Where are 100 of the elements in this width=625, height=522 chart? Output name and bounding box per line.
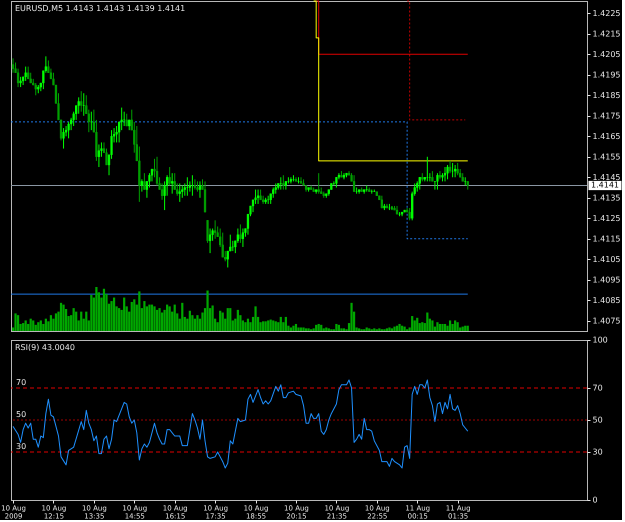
y-tick-label: 100 bbox=[592, 336, 608, 344]
candlestick bbox=[80, 90, 82, 112]
bar bbox=[24, 320, 27, 331]
candlestick bbox=[19, 76, 22, 88]
bar bbox=[110, 301, 113, 331]
candlestick bbox=[282, 174, 284, 190]
bar bbox=[416, 318, 418, 331]
bar bbox=[272, 320, 274, 331]
bar bbox=[366, 327, 368, 331]
candlestick bbox=[30, 72, 32, 84]
bar bbox=[143, 301, 146, 331]
bar bbox=[75, 312, 78, 331]
candlestick bbox=[272, 187, 274, 198]
y-tick-label: 1.4105 bbox=[592, 254, 620, 264]
candlestick bbox=[168, 166, 171, 186]
bar bbox=[95, 287, 98, 331]
bar bbox=[300, 327, 302, 331]
y-tick-label: 1.4115 bbox=[592, 234, 620, 244]
bar bbox=[153, 306, 156, 331]
candlestick bbox=[140, 178, 144, 192]
bar bbox=[396, 326, 398, 331]
bar bbox=[219, 310, 222, 331]
candlestick bbox=[416, 180, 418, 192]
candlestick bbox=[318, 172, 320, 194]
bar bbox=[72, 308, 75, 331]
candlestick bbox=[12, 58, 14, 74]
bar bbox=[452, 324, 454, 331]
bar bbox=[54, 313, 58, 331]
bar bbox=[168, 306, 171, 331]
bar bbox=[212, 305, 214, 331]
chart-title: EURUSD,M5 1.4143 1.4143 1.4139 1.4141 bbox=[15, 4, 186, 13]
candlestick bbox=[222, 232, 224, 258]
candlestick bbox=[408, 208, 411, 221]
candlestick bbox=[34, 82, 37, 96]
y-tick-label: 1.4095 bbox=[592, 275, 620, 284]
candlestick bbox=[454, 164, 456, 178]
bar bbox=[284, 316, 287, 331]
ref-line-label: 1.4141 bbox=[591, 180, 619, 190]
candlestick bbox=[27, 66, 30, 80]
bar bbox=[280, 316, 282, 331]
candlestick bbox=[160, 182, 164, 200]
bar bbox=[267, 320, 270, 331]
bar bbox=[302, 327, 305, 331]
bar bbox=[130, 302, 133, 331]
bar bbox=[246, 318, 250, 331]
candlestick bbox=[242, 228, 244, 248]
candlestick bbox=[171, 172, 174, 194]
bar bbox=[102, 288, 106, 331]
candlestick bbox=[62, 128, 65, 150]
y-tick-label: 1.4135 bbox=[592, 193, 620, 202]
bar bbox=[222, 312, 224, 331]
candlestick bbox=[181, 184, 184, 198]
bar bbox=[138, 291, 140, 331]
candlestick bbox=[198, 180, 202, 198]
bar bbox=[436, 322, 439, 331]
bar bbox=[464, 326, 466, 331]
bar bbox=[414, 320, 416, 331]
bar bbox=[133, 299, 136, 331]
bar bbox=[112, 298, 116, 331]
candlestick bbox=[259, 189, 262, 200]
candlestick bbox=[98, 144, 100, 168]
bar bbox=[156, 310, 158, 331]
bar bbox=[196, 315, 199, 331]
candlestick bbox=[88, 109, 90, 133]
candlestick bbox=[176, 182, 178, 196]
y-tick-label: 1.4165 bbox=[592, 132, 620, 141]
y-tick-label: 1.4155 bbox=[592, 152, 620, 162]
y-tick-label: 1.4205 bbox=[592, 50, 620, 59]
bar bbox=[22, 323, 24, 331]
bar bbox=[290, 327, 292, 331]
candlestick bbox=[214, 220, 216, 240]
bar bbox=[441, 324, 444, 331]
candlestick bbox=[226, 250, 229, 268]
bar bbox=[454, 320, 456, 331]
bar bbox=[50, 315, 52, 331]
y-tick-label: 50 bbox=[592, 416, 603, 424]
y-tick-label: 0 bbox=[592, 496, 598, 504]
bar bbox=[264, 321, 267, 331]
candlestick bbox=[418, 176, 421, 190]
ref-line-label: 70 bbox=[16, 378, 26, 387]
bar bbox=[80, 312, 82, 331]
candlestick bbox=[128, 119, 130, 131]
bar bbox=[62, 304, 65, 331]
bar bbox=[328, 328, 330, 331]
bar bbox=[421, 322, 424, 331]
bar bbox=[32, 320, 34, 331]
bar bbox=[30, 318, 32, 331]
candlestick bbox=[126, 113, 128, 127]
bar bbox=[90, 294, 92, 331]
bar bbox=[466, 326, 469, 331]
y-tick-label: 1.4145 bbox=[592, 172, 620, 182]
bar bbox=[297, 327, 300, 331]
bar bbox=[236, 310, 239, 331]
candlestick bbox=[239, 224, 242, 244]
bar bbox=[16, 315, 20, 331]
bar bbox=[294, 324, 298, 331]
line-series bbox=[12, 380, 468, 468]
bar bbox=[378, 328, 380, 331]
bar bbox=[40, 320, 42, 331]
bar bbox=[166, 304, 168, 331]
